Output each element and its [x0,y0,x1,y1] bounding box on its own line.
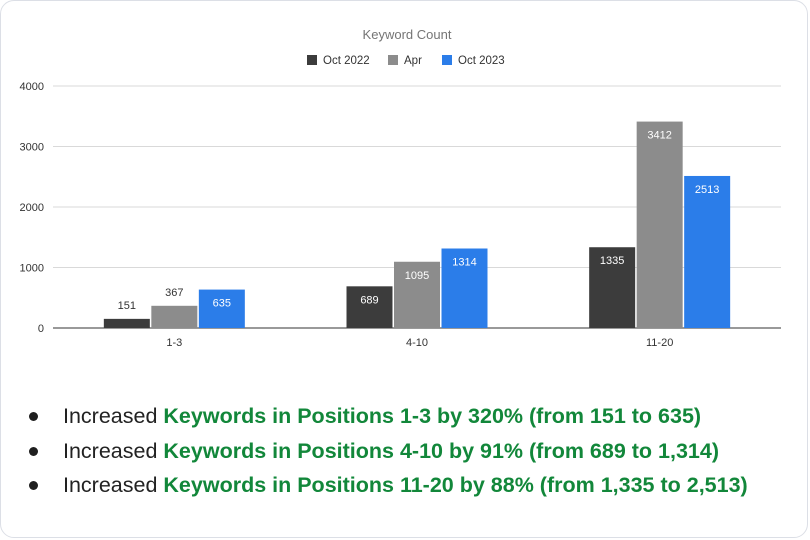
bar [346,286,393,328]
summary-prefix: Increased [63,438,164,463]
y-tick-label: 1000 [20,263,44,275]
data-label: 151 [118,300,136,312]
legend-label: Oct 2023 [458,55,505,67]
bar [394,261,440,328]
bullet-icon [29,412,38,421]
legend-swatch [388,55,398,65]
legend-label: Apr [404,55,422,67]
y-tick-label: 2000 [20,202,44,214]
bullet-icon [29,481,38,490]
x-tick-label: 4-10 [406,337,428,349]
summary-prefix: Increased [63,404,164,428]
bar [151,305,198,328]
bar [636,121,683,328]
summary-highlight: Keywords in Positions 11-20 by 88% (from… [163,473,748,497]
data-label: 1335 [600,255,624,267]
data-label: 1314 [452,257,476,269]
summary-item-3: Increased Keywords in Positions 11-20 by… [29,468,748,503]
y-tick-label: 0 [38,323,44,335]
summary-prefix: Increased [63,473,164,497]
data-label: 689 [360,294,378,306]
bar [103,318,150,328]
data-label: 2513 [695,184,719,196]
legend-swatch [307,55,317,65]
data-label: 1095 [405,270,429,282]
data-label: 3412 [647,130,671,142]
summary-item-2: Increased Keywords in Positions 4-10 by … [29,434,748,469]
bar-chart: Keyword Count Oct 2022 Apr Oct 2023 0 1000 200… [20,27,781,349]
bullet-icon [29,446,38,456]
summary-highlight: Keywords in Positions 4-10 by 91% (from … [163,438,720,463]
bar [684,175,731,328]
legend-swatch [442,55,452,65]
bar [198,289,245,328]
data-label: 367 [165,287,183,299]
chart-title: Keyword Count [363,27,452,42]
summary-item-1: Increased Keywords in Positions 1-3 by 3… [29,399,748,434]
bar [441,248,488,328]
data-label: 635 [213,298,231,310]
legend-label: Oct 2022 [323,55,370,67]
y-tick-label: 3000 [20,142,44,154]
summary-highlight: Keywords in Positions 1-3 by 320% (from … [163,404,702,428]
summary-list: Increased Keywords in Positions 1-3 by 3… [29,399,748,503]
x-tick-label: 1-3 [166,337,182,349]
y-tick-label: 4000 [20,81,44,93]
bar [589,247,636,328]
x-tick-label: 11-20 [646,337,673,349]
